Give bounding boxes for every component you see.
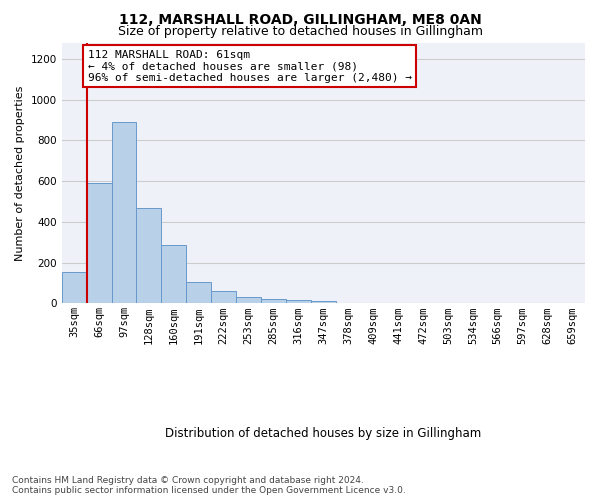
- X-axis label: Distribution of detached houses by size in Gillingham: Distribution of detached houses by size …: [165, 427, 481, 440]
- Bar: [112, 122, 136, 304]
- Bar: [161, 246, 186, 304]
- Bar: [62, 272, 86, 304]
- Bar: [236, 298, 261, 304]
- Text: 112, MARSHALL ROAD, GILLINGHAM, ME8 0AN: 112, MARSHALL ROAD, GILLINGHAM, ME8 0AN: [119, 12, 481, 26]
- Text: Size of property relative to detached houses in Gillingham: Size of property relative to detached ho…: [118, 25, 482, 38]
- Bar: [186, 282, 211, 304]
- Bar: [211, 291, 236, 304]
- Bar: [261, 300, 286, 304]
- Bar: [136, 208, 161, 304]
- Bar: [311, 302, 336, 304]
- Bar: [86, 183, 112, 304]
- Text: Contains HM Land Registry data © Crown copyright and database right 2024.
Contai: Contains HM Land Registry data © Crown c…: [12, 476, 406, 495]
- Bar: [286, 300, 311, 304]
- Y-axis label: Number of detached properties: Number of detached properties: [15, 86, 25, 260]
- Text: 112 MARSHALL ROAD: 61sqm
← 4% of detached houses are smaller (98)
96% of semi-de: 112 MARSHALL ROAD: 61sqm ← 4% of detache…: [88, 50, 412, 83]
